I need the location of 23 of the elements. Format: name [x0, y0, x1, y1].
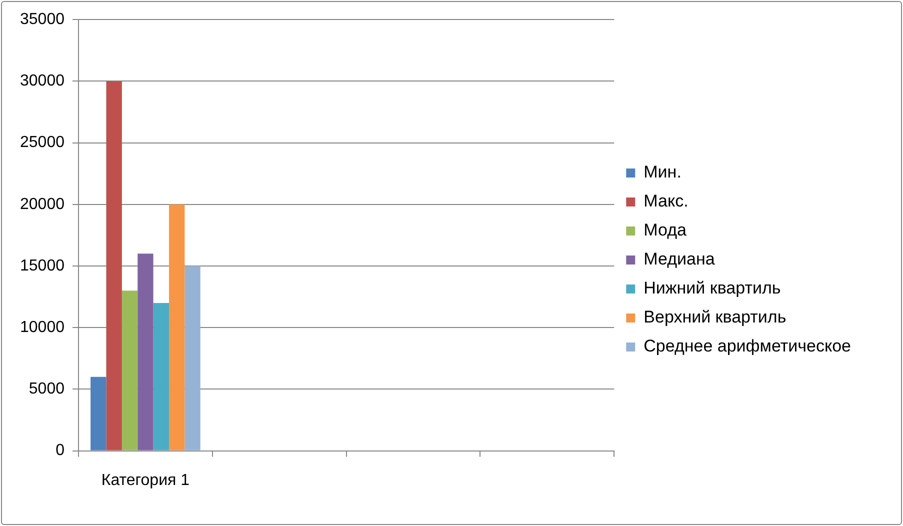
bar — [106, 81, 122, 450]
bar — [90, 376, 106, 450]
bar — [138, 254, 154, 450]
y-tick-label: 25000 — [20, 134, 65, 152]
y-tick-label: 20000 — [20, 196, 65, 213]
y-tick-label: 10000 — [20, 319, 65, 336]
legend-label: Макс. — [644, 192, 688, 211]
y-tick-label: 5000 — [28, 380, 65, 398]
legend-label: Медиана — [644, 250, 716, 269]
y-tick-label: 35000 — [20, 11, 65, 28]
legend-label: Мин. — [644, 162, 682, 182]
legend-label: Среднее арифметическое — [644, 336, 852, 356]
bar — [168, 204, 185, 450]
bar — [122, 290, 138, 450]
y-tick-label: 30000 — [20, 72, 65, 90]
legend-label: Верхний квартиль — [644, 308, 786, 327]
y-tick-label: 0 — [56, 442, 65, 460]
y-tick-label: 15000 — [20, 257, 65, 274]
legend-label: Мода — [644, 220, 687, 240]
legend-label: Нижний квартиль — [644, 278, 781, 298]
x-tick-label: Категория 1 — [101, 472, 190, 489]
bar — [153, 302, 169, 450]
bar — [184, 266, 200, 450]
